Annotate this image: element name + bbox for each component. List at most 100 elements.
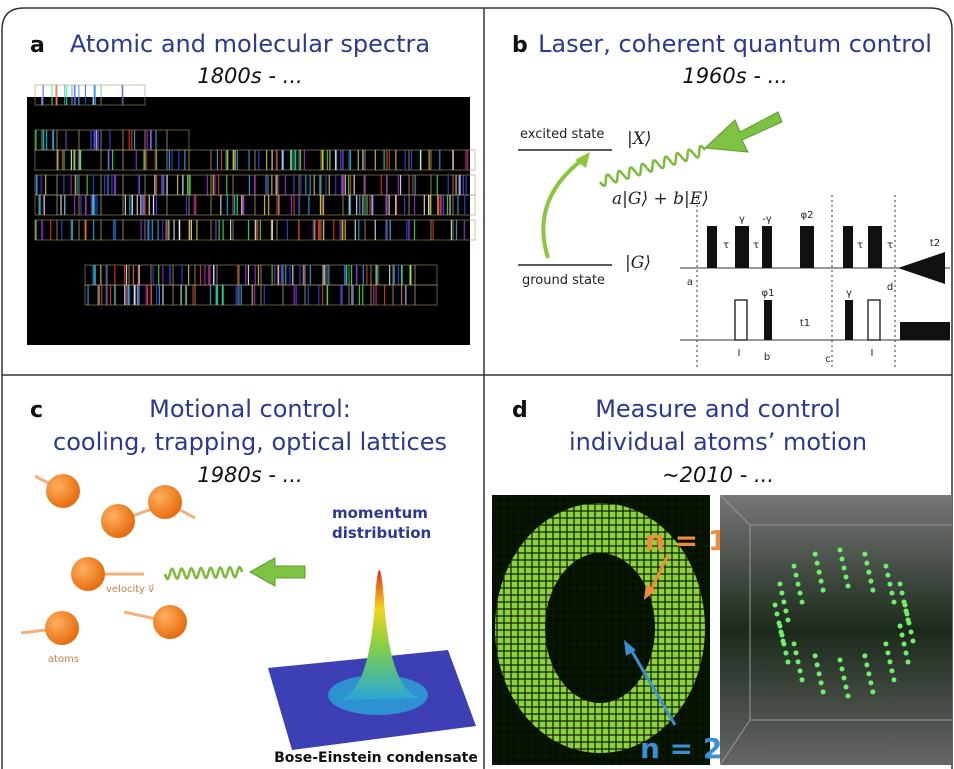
atom-dot [796,582,801,587]
atom-dot [883,641,888,646]
panel-label: b [512,33,528,58]
atom-dot [844,685,849,690]
atom-dot [864,561,869,566]
pulse-label: φ2 [801,210,814,221]
panel-title: individual atoms’ motion [569,428,867,456]
pulse-label: d [887,282,893,293]
atom-dot [773,603,778,608]
atom-dot [817,570,822,575]
annotation: atoms [48,654,79,665]
atom-dot [911,639,916,644]
atom-dot [898,581,903,586]
atom-dot [846,694,851,699]
atom-dot [900,633,905,638]
atom-dot [777,581,782,586]
pulse-label: I [738,348,741,359]
atom-dot [862,653,867,658]
atom-dot [783,651,788,656]
atom-dot [783,608,788,613]
pulse-label: τ [887,240,893,251]
pulse-label: -γ [762,214,772,225]
atom-dot [781,639,786,644]
atom-dot [840,557,845,562]
atom-dot [813,653,818,658]
atom [71,557,105,591]
atom-dot [779,590,784,595]
atom-dot [798,591,803,596]
pulses [707,226,950,340]
panel-title: Atomic and molecular spectra [70,30,430,58]
atom-dot [885,650,890,655]
atom-dot [842,676,847,681]
atom-dot [868,579,873,584]
atom-dot [844,575,849,580]
atom [101,504,135,538]
atom-dot [792,641,797,646]
panel-label: d [512,398,528,423]
atom-dot [883,564,888,569]
atom-dot [891,600,896,605]
atom-dot [904,608,909,613]
atom-dot [846,584,851,589]
panel-date: 1800s - ... [197,64,302,88]
pulse-label: τ [753,240,759,251]
pulse-label: b [764,352,770,363]
atom-dot [785,617,790,622]
atom-dot [885,573,890,578]
atom-dot [864,662,869,667]
panel-date: 1960s - ... [682,64,787,88]
panel-label: c [30,398,43,423]
atom-dot [891,677,896,682]
atom-dot [889,591,894,596]
pulse-label: γ [846,288,852,299]
annotation: a|G⟩ + b|E⟩ [612,189,709,209]
atom-dot [898,624,903,629]
pulse-label: t1 [800,318,810,329]
atom-dot [794,650,799,655]
atoms [21,474,195,645]
panel-label: a [30,33,45,58]
annotation: Bose-Einstein condensate [274,750,478,766]
atom-dot [792,564,797,569]
atom-dot [887,582,892,587]
annotation: distribution [332,524,431,542]
atom-dot [870,588,875,593]
atom-dot [866,570,871,575]
atom-dot [815,561,820,566]
atom-dot [813,552,818,557]
figure: a Atomic and molecular spectra 1800s - .… [0,0,954,769]
annotation: excited state [520,127,604,142]
atom-dot [868,680,873,685]
atom-dot [866,671,871,676]
pulse-label: τ [723,240,729,251]
annotation: n = 1 [645,524,727,557]
atom-dot [785,660,790,665]
atom-dot [902,599,907,604]
photon-wave [600,146,705,186]
atom-dot [902,642,907,647]
panel-date: 1980s - ... [197,463,302,487]
pulse-label: I [871,348,874,359]
atom-dot [819,579,824,584]
atom-dot [900,590,905,595]
atom-dot [887,659,892,664]
atom-dot [779,630,784,635]
panel-title: Measure and control [595,395,841,423]
atom-dot [906,617,911,622]
atom-dot [798,668,803,673]
pulse-label: τ [857,240,863,251]
atom-dot [819,680,824,685]
atom [148,485,182,519]
annotation: ground state [522,273,605,288]
atom-dot [775,612,780,617]
annotation: |X⟩ [627,129,651,149]
panel-date: ~2010 - ... [662,463,774,487]
atom-dot [794,573,799,578]
photon-wave [165,567,242,579]
atom-dot [842,566,847,571]
atom [153,605,187,639]
atom-dot [838,658,843,663]
pulse-label: t2 [930,238,940,249]
pulse-label: γ [739,214,745,225]
annotation: |G⟩ [625,253,651,273]
